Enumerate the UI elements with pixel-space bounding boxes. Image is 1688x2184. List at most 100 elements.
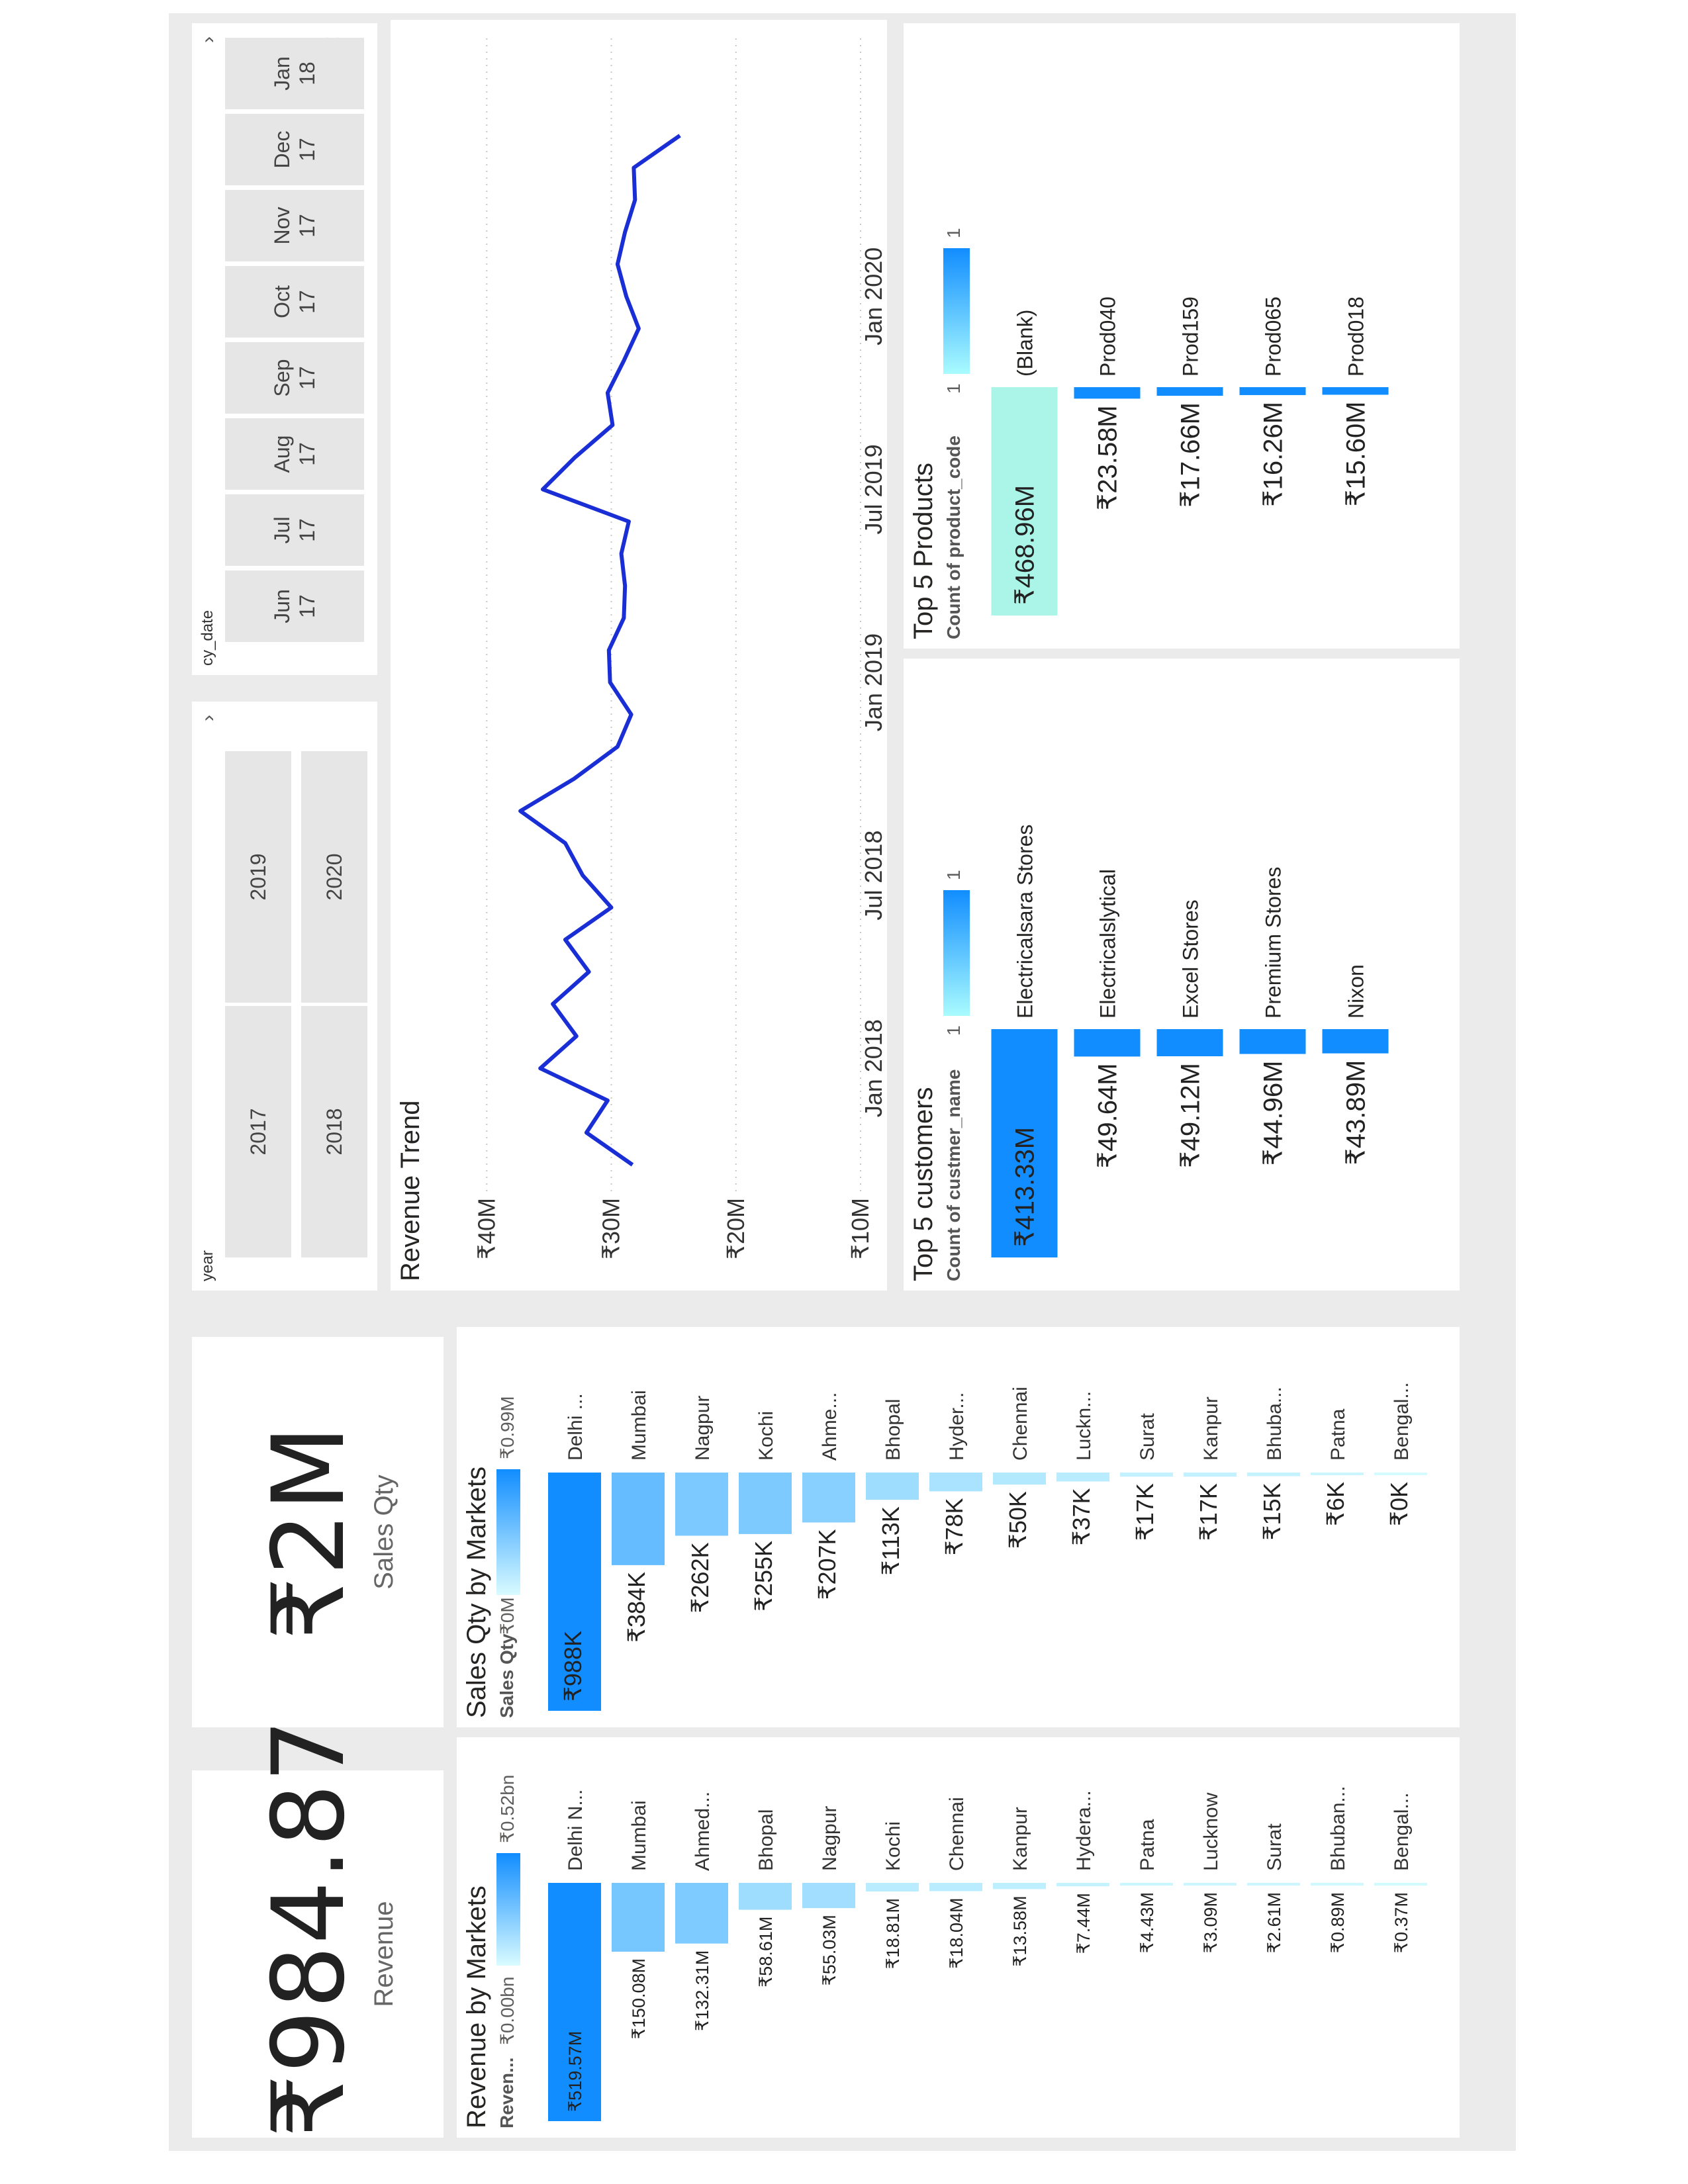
data-label: ₹49.64M [1094, 1063, 1123, 1168]
date-option[interactable]: Jun 17 [225, 570, 364, 642]
chevron-right-icon[interactable]: › [197, 715, 219, 721]
data-label: ₹15.60M [1342, 401, 1371, 506]
bar [1374, 1473, 1427, 1475]
category-label: Electricalslytical [1096, 869, 1120, 1019]
data-label: ₹132.31M [692, 1950, 712, 2031]
category-label: Prod018 [1344, 296, 1368, 377]
kpi-sales-qty-value: ₹2M [252, 1424, 367, 1641]
date-option[interactable]: Sep 17 [225, 342, 364, 414]
category-label: Kanpur [1009, 1807, 1031, 1871]
category-label: Kanpur [1200, 1396, 1222, 1461]
data-label: ₹13.58M [1010, 1895, 1030, 1966]
x-tick-label: Jul 2018 [860, 831, 887, 921]
category-label: Prod040 [1096, 296, 1120, 377]
data-label: ₹17K [1195, 1483, 1222, 1541]
kpi-sales-qty-label: Sales Qty [369, 1475, 399, 1590]
bar [739, 1473, 792, 1534]
top5-products-card: Top 5 Products Count of product_code 1 1… [904, 23, 1460, 649]
data-label: ₹43.89M [1342, 1060, 1371, 1165]
bar [993, 1473, 1046, 1485]
category-label: Surat [1137, 1413, 1158, 1461]
chart-title: Revenue Trend [396, 1100, 425, 1281]
sales-qty-by-markets-plot: Delhi ... ₹988K Mumbai ₹384K Nagpur ₹262K Koch… [548, 1383, 1427, 1711]
year-option[interactable]: 2020 [301, 751, 367, 1003]
chart-title: Top 5 Products [909, 463, 938, 639]
date-option[interactable]: Dec 17 [225, 114, 364, 185]
data-label: ₹0.37M [1391, 1892, 1411, 1953]
chart-title: Top 5 customers [909, 1087, 938, 1281]
bar [675, 1883, 728, 1944]
year-option[interactable]: 2017 [225, 1006, 291, 1257]
bar [1120, 1883, 1173, 1886]
data-label: ₹113K [877, 1506, 904, 1575]
x-tick-label: Jan 2018 [860, 1019, 887, 1117]
bar [1239, 387, 1306, 395]
date-option[interactable]: Jul 17 [225, 494, 364, 566]
category-label: Excel Stores [1179, 899, 1203, 1019]
year-option[interactable]: 2018 [301, 1006, 367, 1257]
data-label: ₹18.81M [883, 1898, 903, 1969]
revenue-by-markets-plot: Delhi N... ₹519.57M Mumbai ₹150.08M Ahmed...… [548, 1786, 1427, 2121]
bar [1184, 1883, 1237, 1886]
data-label: ₹988K [559, 1631, 586, 1702]
bar [548, 1473, 601, 1711]
legend-gradient [496, 1469, 520, 1595]
category-label: Premium Stores [1262, 867, 1286, 1019]
category-label: Nixon [1344, 964, 1368, 1019]
date-option[interactable]: Aug 17 [225, 418, 364, 490]
revenue-line [518, 134, 681, 1167]
category-label: Kochi [755, 1411, 777, 1461]
data-label: ₹58.61M [756, 1917, 776, 1987]
slicer-title: cy_date [199, 610, 216, 666]
chevron-right-icon[interactable]: › [197, 36, 219, 43]
bar [1311, 1883, 1364, 1886]
legend-series-label: Reven... [496, 2057, 517, 2128]
data-label: ₹262K [686, 1542, 714, 1613]
data-label: ₹17.66M [1176, 402, 1205, 508]
bar [612, 1473, 665, 1565]
category-label: Mumbai [628, 1800, 650, 1871]
legend-series-label: Sales Qty [496, 1633, 517, 1718]
category-label: Bhuba... [1264, 1387, 1286, 1461]
bar [1074, 387, 1141, 399]
category-label: Bhuban... [1327, 1786, 1349, 1871]
bar [1311, 1473, 1364, 1475]
bar [802, 1882, 855, 1909]
category-label: Bengal... [1391, 1793, 1413, 1871]
data-label: ₹150.08M [629, 1958, 649, 2039]
bar [1056, 1473, 1109, 1482]
year-option[interactable]: 2019 [225, 751, 291, 1003]
data-label: ₹468.96M [1011, 485, 1040, 605]
revenue-by-markets-card: Revenue by Markets Reven... ₹0.00bn ₹0.5… [457, 1737, 1460, 2138]
data-label: ₹49.12M [1176, 1063, 1205, 1168]
category-label: Lucknow [1200, 1792, 1222, 1871]
slicer-title: year [199, 1250, 216, 1281]
legend-gradient [943, 248, 970, 374]
data-label: ₹16.26M [1259, 402, 1288, 507]
legend-gradient [496, 1853, 520, 1966]
x-tick-label: Jan 2020 [860, 248, 887, 345]
date-option[interactable]: Oct 17 [225, 266, 364, 338]
date-option[interactable]: Nov 17 [225, 190, 364, 261]
date-option[interactable]: Jan 18 [225, 38, 364, 109]
bar [802, 1473, 855, 1523]
bar [991, 387, 1058, 615]
chart-title: Revenue by Markets [462, 1886, 491, 2128]
data-label: ₹4.43M [1137, 1892, 1157, 1953]
legend-series-label: Count of custmer_name [943, 1069, 964, 1282]
data-label: ₹37K [1068, 1488, 1095, 1545]
category-label: Ahmed... [692, 1792, 714, 1871]
legend-max-label: ₹0.52bn [497, 1774, 518, 1843]
bar [675, 1472, 728, 1536]
category-label: Hydera... [1073, 1790, 1095, 1871]
category-label: Patna [1137, 1819, 1158, 1871]
category-label: Patna [1327, 1408, 1349, 1461]
category-label: Delhi ... [565, 1393, 586, 1461]
legend-series-label: Count of product_code [943, 435, 964, 639]
bar [929, 1883, 982, 1891]
data-label: ₹78K [941, 1498, 968, 1555]
x-tick-label: Jul 2019 [860, 444, 887, 534]
category-label: (Blank) [1013, 310, 1037, 377]
bar [1374, 1883, 1427, 1886]
